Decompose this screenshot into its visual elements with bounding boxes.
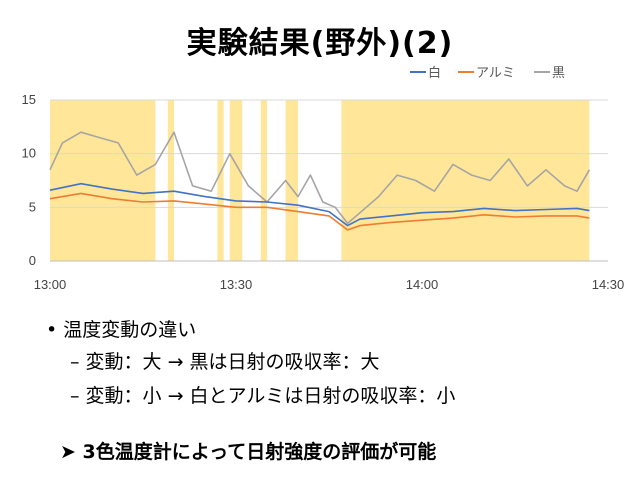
sunny-band [217,100,224,261]
legend-label: アルミ [476,66,515,81]
x-tick-label: 14:30 [592,277,625,292]
sunny-band [229,100,243,261]
y-tick-labels: 0 5 10 15 [22,92,36,268]
series-line-1 [49,182,590,227]
y-tick-label: 0 [29,253,36,268]
series-line-3 [49,131,591,225]
sunny-band [167,100,174,261]
x-tick-label: 14:00 [406,277,439,292]
temperature-chart: 0 5 10 15 13:00 13:30 14:00 14:30 白 アルミ 黒 [22,65,625,292]
series-lines [49,131,591,231]
y-tick-label: 10 [22,146,36,161]
y-tick-label: 5 [29,199,36,214]
sunny-band [341,100,590,261]
sunny-band [50,100,156,261]
sunny-band [260,100,267,261]
legend: 白 アルミ 黒 [410,65,565,81]
x-tick-label: 13:00 [34,277,67,292]
conclusion: ➤ 3色温度計によって日射強度の評価が可能 [60,441,437,463]
x-tick-labels: 13:00 13:30 14:00 14:30 [34,277,625,292]
gridlines [50,99,608,262]
legend-label: 黒 [552,66,565,81]
series-line-2 [49,192,590,231]
bullet-main: • 温度変動の違い [46,319,197,341]
x-tick-label: 13:30 [220,277,253,292]
slide-title: 実験結果(野外)(2) [186,26,454,61]
bullet-sub-1: – 変動：大 → 黒は日射の吸収率：大 [70,351,380,373]
sunny-band [285,100,298,261]
legend-label: 白 [428,65,441,81]
bullet-sub-2: – 変動：小 → 白とアルミは日射の吸収率：小 [70,385,456,407]
sunny-bands [50,100,590,261]
y-tick-label: 15 [22,92,36,107]
